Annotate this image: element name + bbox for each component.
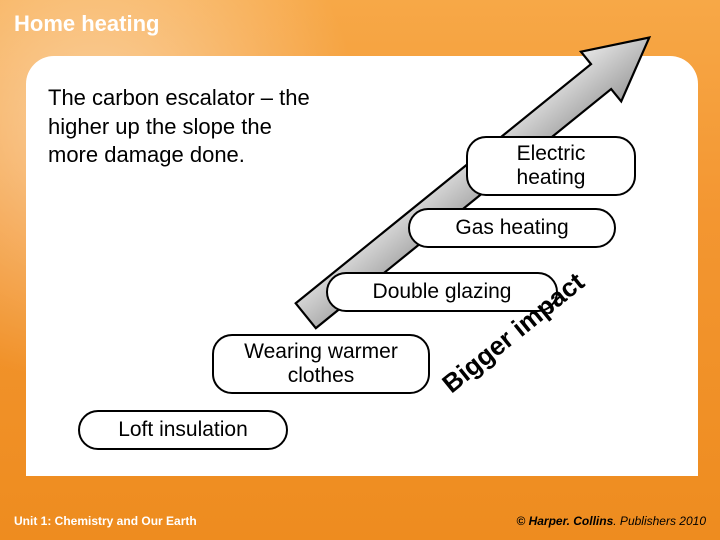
content-panel: The carbon escalator – the higher up the… xyxy=(26,56,698,476)
step-label: Double glazing xyxy=(373,280,512,304)
step-gas-heating: Gas heating xyxy=(408,208,616,248)
step-label: Electric heating xyxy=(482,142,620,190)
footer-copyright: © Harper. Collins. Publishers 2010 xyxy=(516,514,706,528)
step-warmer-clothes: Wearing warmer clothes xyxy=(212,334,430,394)
step-label: Loft insulation xyxy=(118,418,248,442)
step-electric-heating: Electric heating xyxy=(466,136,636,196)
intro-text: The carbon escalator – the higher up the… xyxy=(48,84,328,170)
step-label: Gas heating xyxy=(455,216,568,240)
footer-unit: Unit 1: Chemistry and Our Earth xyxy=(14,514,197,528)
page-title: Home heating xyxy=(14,11,159,37)
step-label: Wearing warmer clothes xyxy=(228,340,414,388)
step-loft-insulation: Loft insulation xyxy=(78,410,288,450)
